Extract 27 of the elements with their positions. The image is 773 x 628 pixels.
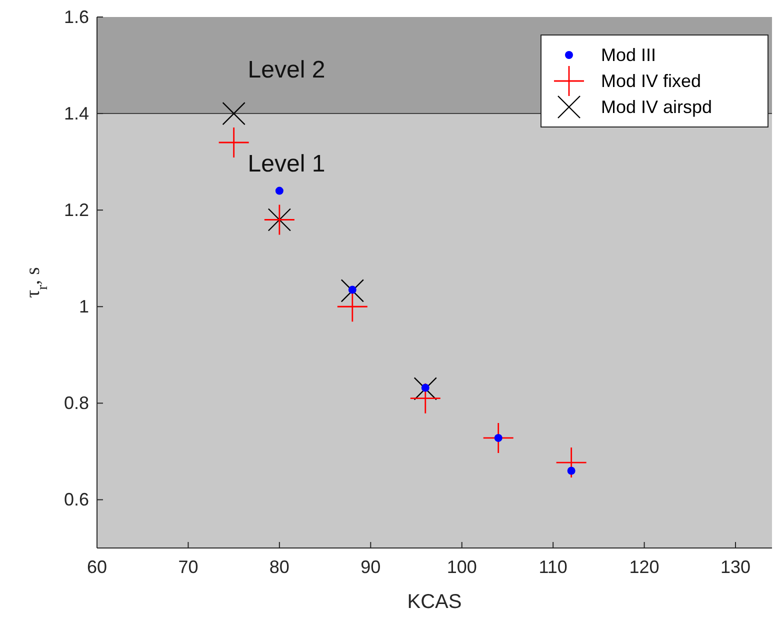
x-tick-label: 100 [446, 557, 477, 577]
point [337, 292, 368, 322]
legend-label: Mod IV fixed [601, 71, 702, 91]
x-tick-label: 60 [86, 557, 108, 577]
y-tick-label: 1.6 [64, 7, 89, 27]
point [421, 384, 430, 392]
band-label: Level 1 [248, 150, 326, 178]
y-tick-label: 1 [78, 296, 89, 317]
y-tick-label: 1.2 [64, 200, 89, 220]
point [218, 128, 249, 158]
x-tick-label: 110 [538, 557, 568, 577]
legend-label: Mod III [601, 45, 656, 65]
x-axis-title: KCAS [407, 591, 462, 613]
point [222, 102, 246, 126]
x-tick-label: 130 [720, 557, 751, 577]
x-tick-label: 90 [360, 557, 381, 577]
legend-label: Mod IV airspd [601, 97, 712, 117]
x-tick-label: 120 [629, 557, 660, 577]
y-tick-label: 0.8 [64, 393, 89, 414]
x-tick-label: 80 [269, 557, 290, 577]
point [348, 286, 356, 294]
point [567, 466, 576, 475]
band-label: Level 2 [248, 56, 326, 84]
y-tick-label: 1.4 [64, 104, 89, 124]
x-tick-label: 70 [178, 557, 198, 577]
y-tick-label: 0.6 [64, 490, 89, 510]
point [275, 186, 284, 195]
